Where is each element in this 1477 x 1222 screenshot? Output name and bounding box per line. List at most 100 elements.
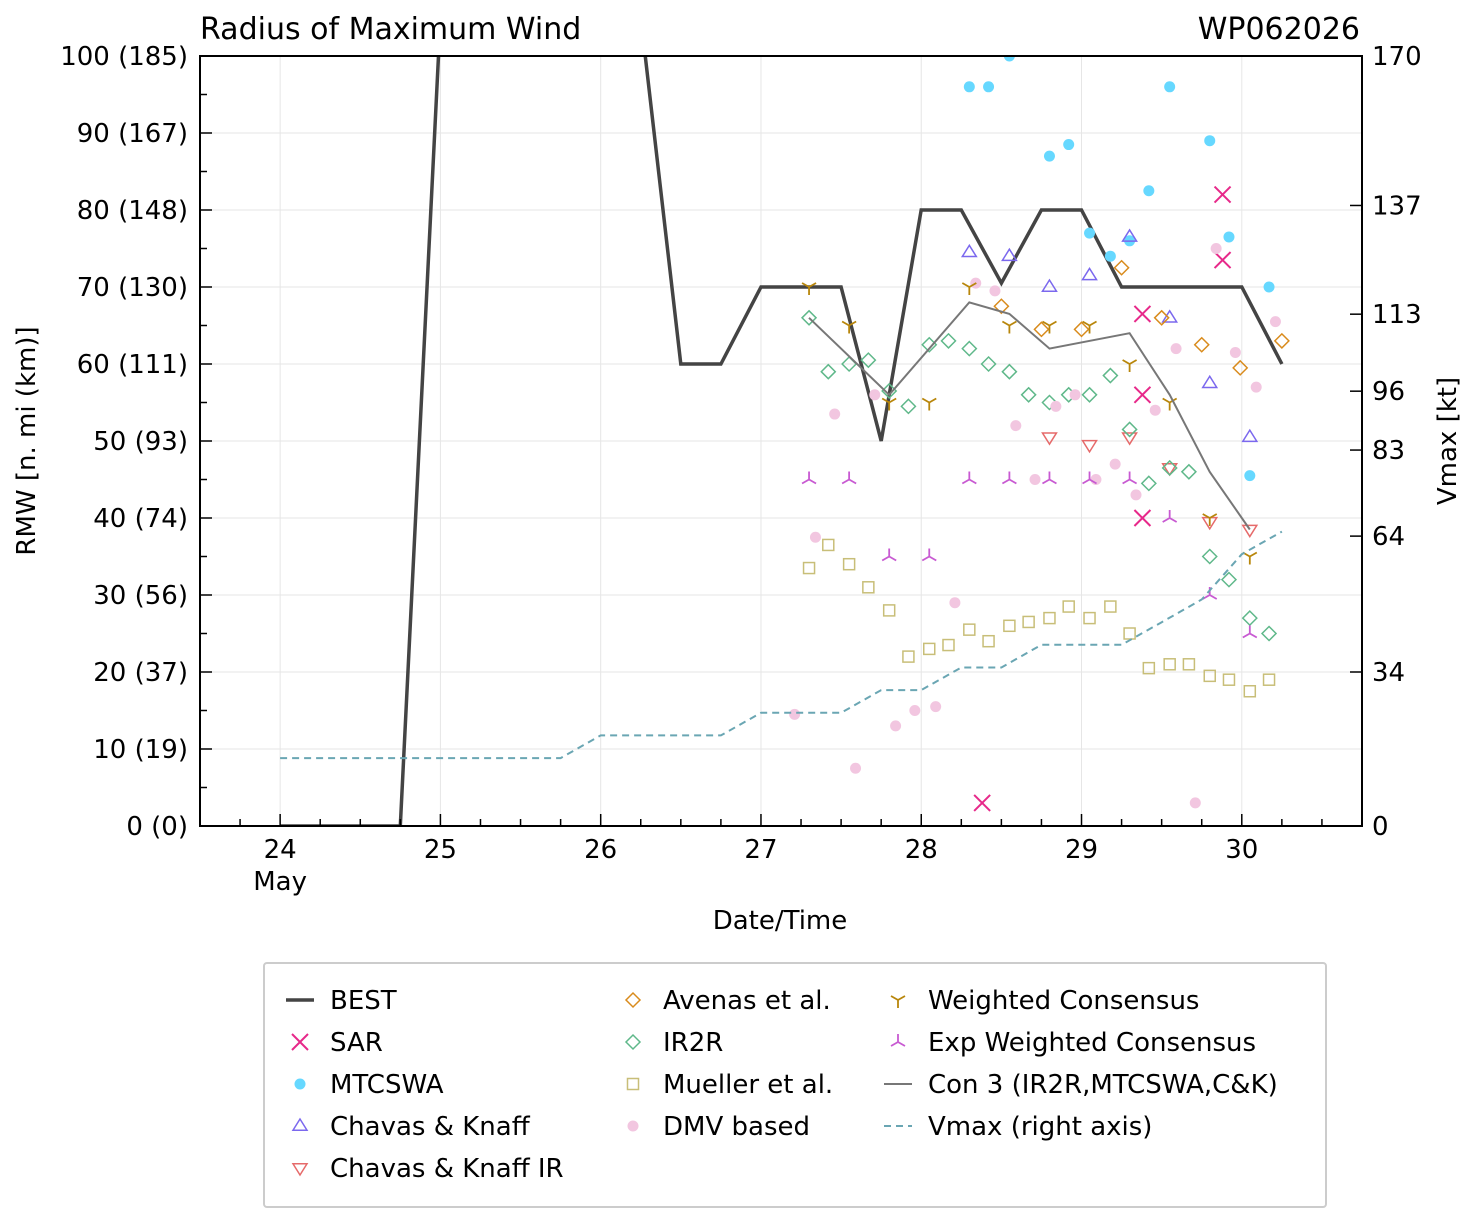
legend-label-chavas-knaff-ir: Chavas & Knaff IR	[330, 1154, 564, 1184]
exp-weighted-consensus-marker	[841, 471, 857, 485]
y-left-tick-label: 70 (130)	[77, 273, 188, 303]
dmv-based-marker	[1029, 474, 1041, 485]
sar-marker	[1213, 251, 1232, 269]
series-sar	[973, 185, 1232, 812]
mueller-et-al-marker	[1123, 627, 1136, 640]
legend-item-avenas-et-al: Avenas et al.	[624, 986, 831, 1016]
mueller-et-al-marker	[982, 634, 995, 648]
mtcswa-marker	[1204, 135, 1216, 147]
legend-item-weighted-consensus: Weighted Consensus	[890, 986, 1199, 1016]
ir2r-marker	[1102, 367, 1119, 384]
series-mtcswa	[963, 56, 1275, 482]
mueller-et-al-marker	[1083, 611, 1096, 625]
y-left-tick-label: 90 (167)	[77, 119, 188, 149]
ir2r-marker	[1020, 386, 1037, 403]
mueller-et-al-marker	[862, 581, 875, 594]
avenas-et-al-marker	[1232, 359, 1249, 376]
mueller-et-al-marker	[923, 642, 936, 656]
weighted-consensus-marker	[961, 282, 977, 295]
weighted-consensus-marker	[1202, 513, 1218, 526]
ir2r-marker	[860, 352, 877, 369]
x-tick-label: 30	[1225, 835, 1258, 865]
mtcswa-marker	[1223, 231, 1235, 243]
series-ir2r	[800, 309, 1278, 642]
y-right-tick-label: 83	[1372, 436, 1405, 466]
ir2r-marker	[1241, 610, 1258, 627]
legend-swatch-mtcswa	[294, 1078, 306, 1090]
legend-item-sar: SAR	[291, 1028, 383, 1058]
exp-weighted-consensus-marker	[1001, 471, 1017, 485]
weighted-consensus-marker	[1242, 551, 1258, 565]
dmv-based-marker	[789, 708, 801, 720]
ir2r-marker	[800, 309, 818, 326]
series-avenas-et-al	[993, 259, 1290, 376]
ir2r-marker	[1161, 459, 1178, 477]
chavas-knaff-marker	[1201, 374, 1219, 389]
ir2r-marker	[1140, 475, 1157, 492]
mueller-et-al-marker	[1222, 673, 1236, 686]
series-vmax-right-axis	[280, 530, 1283, 760]
chart-id: WP062026	[1198, 12, 1360, 47]
mtcswa-marker	[1043, 150, 1055, 162]
mtcswa-marker	[1244, 470, 1256, 482]
sar-marker	[1133, 509, 1152, 527]
legend-item-con-3-ir2r-mtcswa-c-k: Con 3 (IR2R,MTCSWA,C&K)	[884, 1070, 1278, 1100]
dmv-based-marker	[1109, 458, 1121, 470]
y-right-tick-label: 34	[1372, 658, 1405, 688]
x-tick-sublabel: May	[253, 867, 307, 897]
mueller-et-al-marker	[1243, 685, 1257, 698]
legend-swatch-dmv-based	[627, 1120, 639, 1132]
chavas-knaff-ir-marker	[1041, 432, 1058, 446]
y-left-tick-label: 10 (19)	[93, 735, 188, 765]
mueller-et-al-marker	[1062, 600, 1075, 613]
chavas-knaff-ir-marker	[1081, 439, 1098, 454]
series-best	[280, 56, 1284, 826]
legend-item-mueller-et-al: Mueller et al.	[626, 1070, 833, 1100]
exp-weighted-consensus-marker	[1162, 510, 1178, 523]
series-dmv-based	[789, 243, 1281, 809]
dmv-based-marker	[890, 720, 902, 732]
sar-marker	[1213, 185, 1232, 204]
legend-item-vmax-right-axis: Vmax (right axis)	[884, 1112, 1152, 1142]
ir2r-marker	[820, 363, 837, 380]
exp-weighted-consensus-marker	[961, 471, 977, 485]
series-chavas-knaff	[960, 228, 1259, 443]
chavas-knaff-marker	[1121, 228, 1138, 242]
best-line	[280, 56, 1284, 826]
exp-weighted-consensus-marker	[801, 471, 817, 485]
x-tick-label: 28	[905, 835, 938, 865]
legend-item-dmv-based: DMV based	[627, 1112, 810, 1142]
legend-swatch-weighted-consensus	[890, 995, 906, 1008]
y-right-tick-label: 96	[1372, 377, 1405, 407]
sar-marker	[973, 794, 991, 812]
avenas-et-al-marker	[1113, 259, 1130, 276]
mtcswa-marker	[1164, 81, 1176, 93]
legend-item-chavas-knaff: Chavas & Knaff	[291, 1112, 531, 1142]
ir2r-marker	[961, 340, 978, 357]
mueller-et-al-marker	[822, 538, 835, 552]
legend-item-ir2r: IR2R	[624, 1028, 723, 1058]
legend-item-chavas-knaff-ir: Chavas & Knaff IR	[291, 1154, 564, 1184]
weighted-consensus-marker	[1042, 320, 1057, 334]
ir2r-marker	[900, 398, 917, 415]
legend-box	[263, 962, 1327, 1208]
chavas-knaff-marker	[1081, 267, 1098, 281]
mtcswa-marker	[1063, 139, 1075, 151]
dmv-based-marker	[930, 701, 942, 713]
sar-marker	[1133, 386, 1152, 404]
dmv-based-marker	[1229, 346, 1241, 358]
mueller-et-al-marker	[1003, 619, 1016, 633]
mueller-et-al-marker	[1043, 611, 1056, 625]
mueller-et-al-marker	[963, 623, 976, 636]
y-right-tick-label: 64	[1372, 522, 1405, 552]
mueller-et-al-marker	[1022, 615, 1035, 629]
series-chavas-knaff-ir	[1041, 432, 1259, 538]
legend-label-avenas-et-al: Avenas et al.	[663, 986, 831, 1016]
legend-label-ir2r: IR2R	[663, 1028, 723, 1058]
chavas-knaff-marker	[960, 243, 978, 258]
mueller-et-al-marker	[902, 650, 915, 663]
y-left-tick-label: 60 (111)	[77, 350, 188, 380]
chavas-knaff-ir-marker	[1121, 432, 1138, 446]
y-left-tick-label: 50 (93)	[93, 427, 188, 457]
